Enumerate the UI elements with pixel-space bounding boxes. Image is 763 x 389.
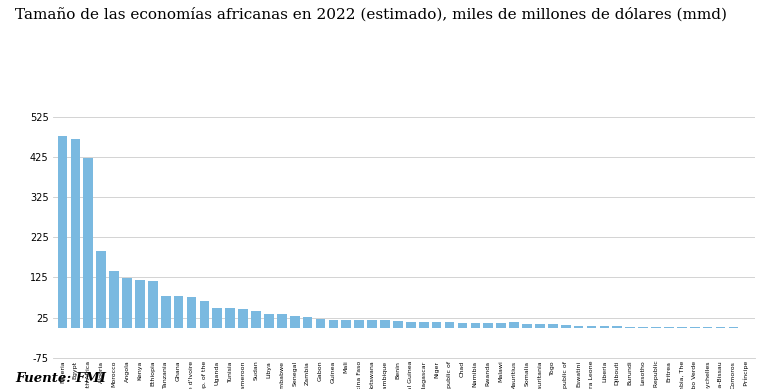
- Bar: [83, 158, 93, 328]
- Bar: [70, 139, 80, 328]
- Bar: [380, 321, 390, 328]
- Bar: [161, 296, 170, 328]
- Bar: [445, 322, 455, 328]
- Bar: [703, 327, 713, 328]
- Bar: [574, 326, 584, 328]
- Bar: [174, 296, 183, 328]
- Bar: [522, 324, 532, 328]
- Bar: [57, 136, 67, 328]
- Bar: [187, 297, 196, 328]
- Bar: [264, 314, 274, 328]
- Bar: [406, 322, 416, 328]
- Bar: [509, 322, 519, 328]
- Bar: [639, 326, 648, 328]
- Bar: [729, 327, 739, 328]
- Text: Tamaño de las economías africanas en 2022 (estimado), miles de millones de dólar: Tamaño de las economías africanas en 202…: [15, 8, 727, 22]
- Text: Fuente: FMI: Fuente: FMI: [15, 372, 106, 385]
- Bar: [393, 321, 403, 328]
- Bar: [664, 327, 674, 328]
- Bar: [484, 323, 493, 328]
- Bar: [342, 320, 351, 328]
- Bar: [561, 325, 571, 328]
- Bar: [109, 271, 119, 328]
- Bar: [716, 327, 726, 328]
- Bar: [148, 281, 158, 328]
- Bar: [651, 326, 661, 328]
- Bar: [329, 320, 338, 328]
- Bar: [496, 323, 506, 328]
- Bar: [626, 326, 635, 328]
- Bar: [535, 324, 545, 328]
- Bar: [96, 251, 106, 328]
- Bar: [613, 326, 622, 328]
- Bar: [432, 322, 442, 328]
- Bar: [419, 322, 429, 328]
- Bar: [354, 320, 364, 328]
- Bar: [251, 311, 261, 328]
- Bar: [587, 326, 597, 328]
- Bar: [277, 314, 287, 328]
- Bar: [458, 322, 467, 328]
- Bar: [600, 326, 609, 328]
- Bar: [238, 309, 248, 328]
- Bar: [135, 280, 145, 328]
- Bar: [316, 319, 325, 328]
- Bar: [303, 317, 313, 328]
- Bar: [290, 317, 300, 328]
- Bar: [471, 323, 480, 328]
- Bar: [367, 320, 377, 328]
- Bar: [677, 327, 687, 328]
- Bar: [212, 308, 222, 328]
- Bar: [690, 327, 700, 328]
- Bar: [548, 324, 558, 328]
- Bar: [225, 308, 235, 328]
- Bar: [200, 301, 209, 328]
- Bar: [122, 278, 132, 328]
